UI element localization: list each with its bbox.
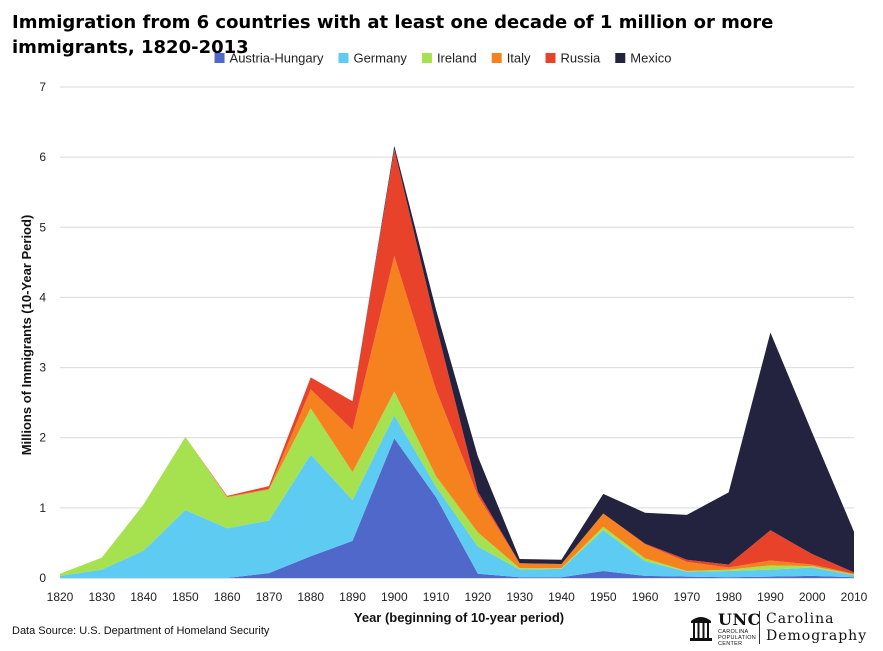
logo-unc-text: UNC <box>718 610 761 629</box>
legend-swatch <box>545 53 556 63</box>
x-tick-label: 1940 <box>548 590 575 604</box>
chart-title: Immigration from 6 countries with at lea… <box>12 12 774 58</box>
logo-brand-line1: Carolina <box>766 611 835 627</box>
legend-label: Italy <box>507 51 531 66</box>
legend-label: Ireland <box>437 51 477 66</box>
y-tick-label: 2 <box>39 431 46 445</box>
legend-item-russia: Russia <box>545 51 602 66</box>
legend-label: Germany <box>353 51 407 66</box>
x-tick-label: 1900 <box>381 590 408 604</box>
y-tick-label: 6 <box>39 150 46 164</box>
legend: Austria-Hungary Germany Ireland Italy Russia… <box>214 51 671 66</box>
x-tick-label: 1860 <box>214 590 241 604</box>
legend-item-germany: Germany <box>338 51 407 66</box>
series-area-germany <box>60 415 854 578</box>
legend-swatch <box>421 53 432 63</box>
legend-label: Austria-Hungary <box>230 51 324 66</box>
x-tick-label: 1910 <box>423 590 450 604</box>
x-tick-label: 1960 <box>632 590 659 604</box>
series-area-austria-hungary <box>60 438 854 578</box>
legend-item-italy: Italy <box>491 51 531 66</box>
x-tick-label: 1930 <box>506 590 533 604</box>
x-tick-label: 2010 <box>841 590 868 604</box>
logo-center-line: CAROLINA <box>718 629 749 635</box>
x-axis-label: Year (beginning of 10-year period) <box>354 610 564 625</box>
x-tick-label: 1970 <box>673 590 700 604</box>
legend-item-ireland: Ireland <box>421 51 477 66</box>
y-axis-ticks: 0 1 2 3 4 5 6 7 <box>39 80 46 585</box>
legend-item-austria-hungary: Austria-Hungary <box>214 51 324 66</box>
x-tick-label: 1950 <box>590 590 617 604</box>
y-tick-label: 0 <box>39 571 46 585</box>
logo-center-line: CENTER <box>718 641 743 647</box>
logo-divider <box>759 611 760 644</box>
legend-label: Russia <box>561 51 602 66</box>
x-tick-label: 1830 <box>88 590 115 604</box>
x-tick-label: 1840 <box>130 590 157 604</box>
x-tick-label: 1920 <box>465 590 492 604</box>
x-tick-label: 1890 <box>339 590 366 604</box>
legend-item-mexico: Mexico <box>615 51 671 66</box>
logo-center-name: CAROLINA POPULATION CENTER <box>718 629 758 647</box>
y-tick-label: 3 <box>39 361 46 375</box>
old-well-icon <box>690 617 712 641</box>
x-tick-label: 1990 <box>757 590 784 604</box>
legend-label: Mexico <box>630 51 671 66</box>
y-tick-label: 7 <box>39 80 46 94</box>
legend-swatch <box>615 53 626 63</box>
legend-swatch <box>214 53 225 63</box>
logo-brand-line2: Demography <box>766 628 868 644</box>
y-tick-label: 5 <box>39 220 46 234</box>
x-axis-ticks: 1820 1830 1840 1850 1860 1870 1880 1890 1900 1910… <box>47 590 868 604</box>
data-source-note: Data Source: U.S. Department of Homeland… <box>12 625 270 637</box>
series-area-mexico <box>60 145 854 574</box>
x-tick-label: 1850 <box>172 590 199 604</box>
unc-carolina-demography-logo: UNC CAROLINA POPULATION CENTER Carolina … <box>686 608 881 648</box>
legend-swatch <box>491 53 502 63</box>
logo-center-line: POPULATION <box>718 635 757 641</box>
y-tick-label: 1 <box>39 501 46 515</box>
series-areas <box>60 145 854 578</box>
y-tick-label: 4 <box>39 290 46 304</box>
y-axis-label: Millions of Immigrants (10-Year Period) <box>19 215 34 456</box>
x-tick-label: 1980 <box>715 590 742 604</box>
x-tick-label: 1880 <box>297 590 324 604</box>
x-tick-label: 1870 <box>256 590 283 604</box>
legend-swatch <box>338 53 349 63</box>
x-tick-label: 1820 <box>47 590 74 604</box>
x-tick-label: 2000 <box>799 590 826 604</box>
